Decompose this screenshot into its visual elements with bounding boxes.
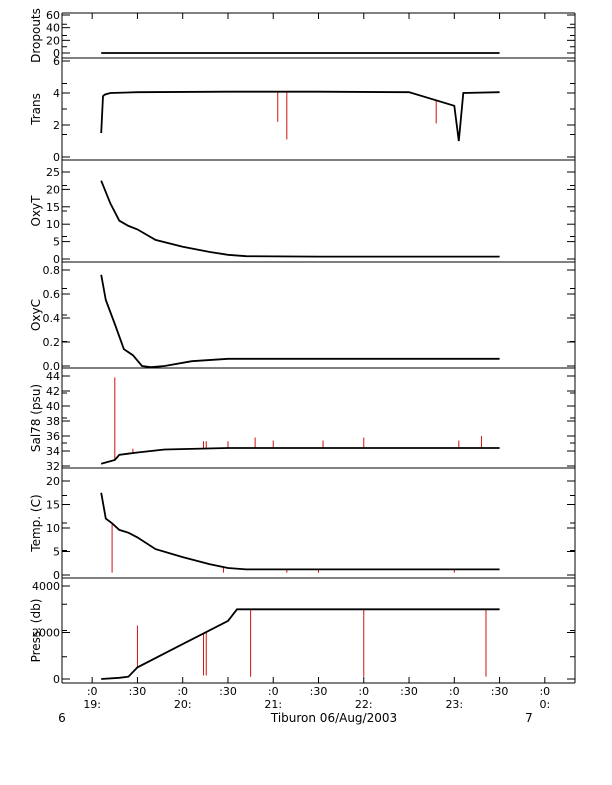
y-axis-label: Press. (db) [29, 599, 43, 663]
series-line [100, 447, 500, 465]
y-tick-label: 5 [53, 236, 60, 249]
x-tick-label: :0 [449, 685, 460, 698]
y-tick-label: 20 [46, 475, 60, 488]
x-tick-label: :30 [400, 685, 418, 698]
x-tick-label: :0 [539, 685, 550, 698]
x-hour-label: 23: [445, 698, 463, 711]
y-axis-label: Dropouts [29, 8, 43, 63]
x-axis-caption: Tiburon 06/Aug/2003 [270, 711, 397, 725]
y-tick-label: 6 [53, 55, 60, 68]
panel-oxyc: 0.0 0.2 0.4 0.6 0.8 OxyC [29, 261, 576, 373]
y-tick-label: 5 [53, 546, 60, 559]
x-tick-label: :30 [491, 685, 509, 698]
y-tick-label: 0.6 [43, 288, 61, 301]
y-tick-label: 20 [46, 183, 60, 196]
y-axis-label: Sal78 (psu) [29, 384, 43, 452]
y-tick-label: 44 [46, 370, 60, 383]
day-start-label: 6 [58, 711, 66, 725]
x-hour-label: 20: [174, 698, 192, 711]
y-tick-label: 38 [46, 415, 60, 428]
y-tick-label: 0 [53, 569, 60, 582]
y-axis-label: Trans [29, 93, 43, 126]
x-hour-label: 0: [539, 698, 550, 711]
y-tick-label: 2 [53, 119, 60, 132]
y-axis-label: OxyT [29, 195, 43, 227]
y-tick-label: 15 [46, 201, 60, 214]
panel-oxyt: 0 5 10 15 20 25 OxyT [29, 159, 576, 266]
y-tick-label: 15 [46, 499, 60, 512]
y-axis-label: Temp. (C) [29, 494, 43, 552]
x-tick-label: :30 [129, 685, 147, 698]
y-tick-label: 4 [53, 87, 60, 100]
series-line [100, 180, 500, 258]
x-tick-label: :0 [358, 685, 369, 698]
y-axis-label: OxyC [29, 299, 43, 331]
x-axis: :0:30:0:30:0:30:0:30:0:30:019: 20: 21: 22: 2… [83, 13, 550, 711]
y-tick-label: 0 [53, 151, 60, 164]
panel-trans: 0 2 4 6 Trans [29, 55, 576, 164]
y-tick-label: 2000 [32, 627, 60, 640]
y-tick-label: 34 [46, 445, 60, 458]
x-hour-label: 22: [355, 698, 373, 711]
x-hour-label: 21: [264, 698, 282, 711]
x-hour-label: 19: [83, 698, 101, 711]
y-tick-label: 0 [53, 47, 60, 60]
y-tick-label: 0.4 [43, 312, 61, 325]
x-tick-label: :30 [219, 685, 237, 698]
y-tick-label: 40 [46, 400, 60, 413]
y-tick-label: 36 [46, 430, 60, 443]
y-tick-label: 0 [53, 673, 60, 686]
y-tick-label: 20 [46, 34, 60, 47]
y-tick-label: 25 [46, 166, 60, 179]
x-tick-label: :0 [177, 685, 188, 698]
y-tick-label: 0 [53, 253, 60, 266]
y-tick-label: 60 [46, 9, 60, 22]
series-line [100, 90, 500, 142]
x-tick-label: :0 [268, 685, 279, 698]
y-tick-label: 4000 [32, 580, 60, 593]
series-line [101, 608, 500, 680]
series-line [100, 274, 500, 369]
y-tick-label: 32 [46, 460, 60, 473]
panel-press: 0 2000 4000 Press. (db) [29, 577, 576, 686]
x-tick-label: :30 [310, 685, 328, 698]
y-tick-label: 0.8 [43, 264, 61, 277]
y-tick-label: 40 [46, 22, 60, 35]
y-tick-label: 0.2 [43, 336, 61, 349]
panels: 0204060Dropouts0246Trans0510152025OxyT0.… [29, 8, 576, 686]
y-tick-label: 42 [46, 385, 60, 398]
x-tick-label: :0 [87, 685, 98, 698]
y-tick-label: 0.0 [43, 360, 61, 373]
series-line [100, 492, 500, 571]
day-end-label: 7 [525, 711, 533, 725]
y-tick-label: 10 [46, 218, 60, 231]
y-tick-label: 10 [46, 522, 60, 535]
